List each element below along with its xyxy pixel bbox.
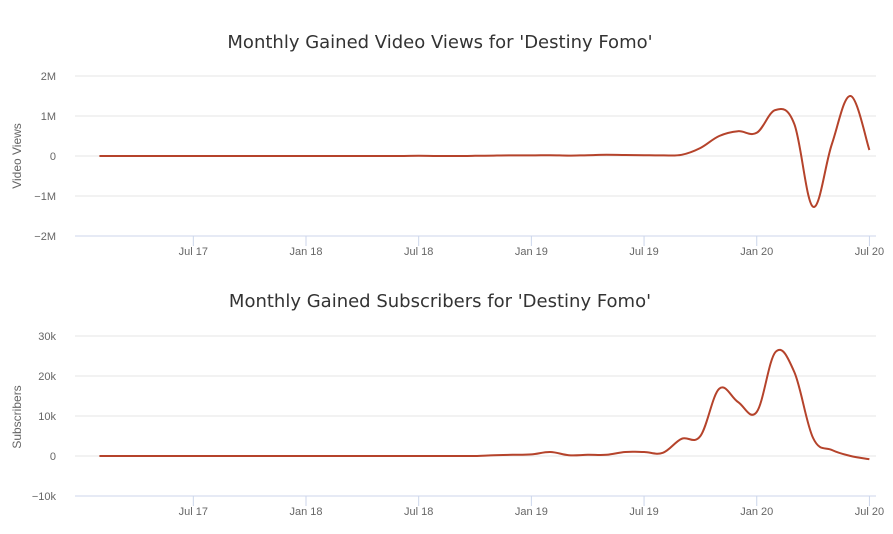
y-tick-label: 2M <box>41 71 56 83</box>
subscribers-chart: Monthly Gained Subscribers for 'Destiny … <box>10 291 884 518</box>
x-tick-label: Jul 18 <box>404 506 433 518</box>
x-tick-label: Jul 19 <box>629 506 658 518</box>
y-tick-label: −2M <box>34 231 56 243</box>
y-tick-label: −10k <box>32 491 57 503</box>
y-tick-label: 0 <box>50 451 56 463</box>
chart-title: Monthly Gained Video Views for 'Destiny … <box>227 32 652 53</box>
y-axis-label: Subscribers <box>10 385 24 448</box>
x-tick-label: Jul 20 <box>855 506 884 518</box>
x-tick-label: Jan 20 <box>740 246 773 258</box>
x-tick-label: Jan 18 <box>289 246 322 258</box>
y-axis-ticks: 30k 20k 10k 0 −10k <box>32 331 57 503</box>
x-tick-label: Jul 17 <box>179 506 208 518</box>
series-line <box>99 348 870 461</box>
x-axis-ticks: Jul 17 Jan 18 Jul 18 Jan 19 Jul 19 Jan 20 Jul … <box>179 496 884 518</box>
x-tick-label: Jul 17 <box>179 246 208 258</box>
x-axis-ticks: Jul 17 Jan 18 Jul 18 Jan 19 Jul 19 Jan 20 Jul … <box>179 236 884 258</box>
x-tick-label: Jan 18 <box>289 506 322 518</box>
y-tick-label: 1M <box>41 111 56 123</box>
y-tick-label: 10k <box>38 411 56 423</box>
y-tick-label: −1M <box>34 191 56 203</box>
y-tick-label: 0 <box>50 151 56 163</box>
series-line <box>99 95 871 208</box>
gridlines <box>75 335 876 497</box>
y-tick-label: 30k <box>38 331 56 343</box>
x-tick-label: Jul 20 <box>855 246 884 258</box>
x-tick-label: Jul 19 <box>629 246 658 258</box>
y-axis-ticks: 2M 1M 0 −1M −2M <box>34 71 56 243</box>
y-tick-label: 20k <box>38 371 56 383</box>
x-tick-label: Jan 19 <box>515 246 548 258</box>
x-tick-label: Jan 20 <box>740 506 773 518</box>
chart-title: Monthly Gained Subscribers for 'Destiny … <box>229 291 651 312</box>
y-axis-label: Video Views <box>10 123 24 189</box>
video-views-chart: Monthly Gained Video Views for 'Destiny … <box>10 32 884 258</box>
series-group <box>99 95 871 208</box>
x-tick-label: Jul 18 <box>404 246 433 258</box>
series-group <box>99 348 870 461</box>
x-tick-label: Jan 19 <box>515 506 548 518</box>
